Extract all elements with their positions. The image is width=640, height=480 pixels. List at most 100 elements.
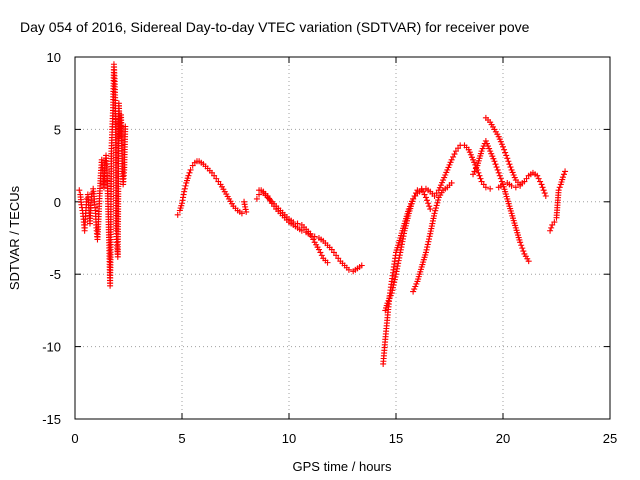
x-tick-label: 0	[71, 431, 78, 446]
data-point	[470, 171, 477, 178]
data-point	[434, 199, 441, 206]
x-tick-label: 15	[389, 431, 403, 446]
data-point	[535, 175, 542, 182]
series-group	[174, 158, 250, 218]
data-point	[506, 161, 513, 168]
data-point	[324, 259, 331, 266]
data-point	[122, 123, 129, 130]
data-point	[482, 184, 489, 191]
data-point	[537, 178, 544, 185]
data-point	[448, 156, 455, 163]
data-point	[411, 193, 418, 200]
data-point	[174, 211, 181, 218]
grid-layer	[75, 57, 610, 419]
data-point	[504, 155, 511, 162]
data-point	[187, 166, 194, 173]
series-group	[253, 187, 331, 266]
series-group	[482, 114, 549, 200]
data-point	[520, 248, 527, 255]
data-point	[492, 161, 499, 168]
y-tick-label: -15	[42, 412, 61, 427]
data-point	[238, 210, 245, 217]
data-point	[392, 273, 399, 280]
data-point	[471, 168, 478, 175]
data-point	[390, 281, 397, 288]
data-point	[500, 181, 506, 188]
data-point	[422, 249, 429, 256]
data-point	[391, 279, 398, 286]
x-tick-label: 10	[282, 431, 296, 446]
data-point	[555, 187, 562, 194]
data-point	[391, 276, 398, 283]
data-point	[412, 190, 419, 197]
data-point	[472, 165, 479, 172]
data-point	[425, 238, 432, 245]
y-tick-label: -10	[42, 340, 61, 355]
data-point	[503, 152, 510, 159]
data-point	[495, 169, 502, 176]
data-point	[427, 206, 434, 213]
data-point	[487, 185, 494, 192]
data-point	[498, 178, 505, 185]
data-point	[76, 187, 83, 194]
y-axis-label: SDTVAR / TECUs	[7, 185, 22, 290]
data-point	[358, 262, 365, 269]
data-point	[494, 166, 501, 173]
data-point	[560, 171, 567, 178]
data-point	[424, 241, 431, 248]
data-point	[538, 181, 545, 188]
chart-title: Day 054 of 2016, Sidereal Day-to-day VTE…	[20, 19, 530, 35]
data-point	[448, 179, 455, 186]
series-group	[547, 168, 569, 234]
series-group	[470, 137, 532, 265]
x-tick-label: 5	[178, 431, 185, 446]
data-point	[505, 158, 512, 165]
data-point	[424, 244, 431, 251]
data-point	[450, 153, 457, 160]
data-point	[185, 172, 192, 179]
series-group	[410, 179, 455, 295]
data-point	[433, 202, 440, 209]
data-point	[186, 169, 193, 176]
data-point	[542, 193, 549, 200]
data-point	[432, 207, 439, 214]
data-point	[182, 182, 189, 189]
data-point	[422, 194, 429, 201]
data-point	[426, 233, 433, 240]
data-point	[502, 149, 509, 156]
data-point	[424, 197, 431, 204]
data-point	[253, 195, 260, 202]
data-point	[241, 198, 248, 205]
data-point	[540, 187, 547, 194]
series-group	[256, 187, 365, 275]
data-point	[507, 164, 514, 171]
y-tick-label: 0	[54, 195, 61, 210]
data-point	[517, 182, 524, 189]
data-point	[476, 172, 483, 179]
tick-layer: 0 5 10 15 20 25 -15 -10 -5 0 5 10	[42, 50, 617, 446]
data-point	[181, 185, 188, 192]
y-tick-label: -5	[49, 267, 61, 282]
data-point	[414, 187, 421, 194]
data-point	[491, 158, 498, 165]
data-point	[318, 252, 325, 259]
series-group	[380, 142, 494, 367]
data-point	[496, 172, 503, 179]
data-point	[389, 287, 396, 294]
data-point	[556, 184, 563, 191]
data-point	[518, 242, 525, 249]
x-axis-label: GPS time / hours	[293, 459, 392, 474]
data-point	[310, 236, 317, 243]
x-tick-label: 20	[496, 431, 510, 446]
data-point	[307, 232, 314, 239]
data-point	[181, 188, 188, 195]
data-point	[432, 205, 439, 212]
series-group	[495, 179, 524, 191]
data-point	[517, 239, 524, 246]
data-point	[534, 172, 541, 179]
data-point	[388, 290, 395, 297]
x-tick-label: 25	[603, 431, 617, 446]
data-point	[508, 182, 515, 189]
data-point	[425, 200, 432, 207]
